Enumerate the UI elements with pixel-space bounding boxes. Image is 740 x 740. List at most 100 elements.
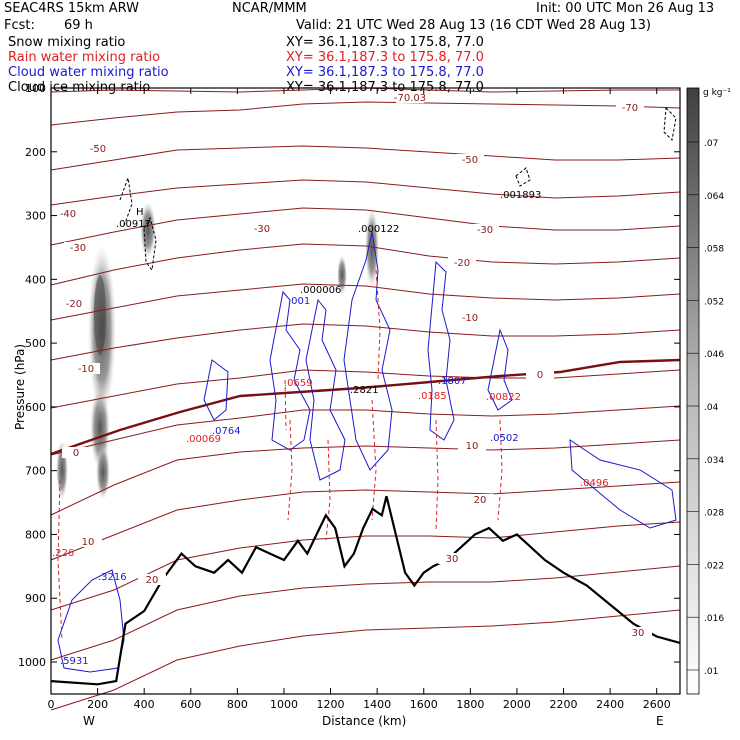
isotherm-6 [50,283,681,321]
isotherm-label-bg-19 [624,627,652,638]
max-annotation-4: .001893 [500,190,541,201]
max-annotation-13: .0659 [284,378,313,389]
max-annotation-8: .5931 [60,656,89,667]
field-name-rain: Rain water mixing ratio [8,50,161,65]
x-tick-label-2: 400 [134,698,155,711]
cloud-water-contour-1 [305,298,346,481]
isotherm-label-bg-2 [84,143,112,154]
isotherm-label-11: -10 [78,364,94,375]
y-tick-label-2: 300 [25,210,46,223]
isotherm-label-7: -30 [70,243,86,254]
y-tick-label-8: 900 [25,592,46,605]
isotherm-label-bg-5 [248,223,276,234]
center-label: NCAR/MMM [232,1,307,16]
max-annotation-12: .00069 [186,434,221,445]
x-tick-label-11: 2200 [550,698,578,711]
colorbar-label-2: .022 [704,561,724,571]
cloud-water-contour-2 [343,231,393,471]
x-tick-label-5: 1000 [270,698,298,711]
cloud-water-contour-5 [203,359,229,421]
isotherm-label-bg-17 [138,574,166,585]
isotherm-label-bg-8 [448,257,476,268]
x-tick-label-13: 2600 [643,698,671,711]
max-annotation-2: .000122 [358,224,399,235]
colorbar-label-7: .052 [704,297,724,307]
isotherm-label-bg-14 [458,440,486,451]
y-axis-label: Pressure (hPa) [13,343,27,431]
isotherm-label-15: 10 [82,537,95,548]
field-xy-rain: XY= 36.1,187.3 to 175.8, 77.0 [286,50,484,65]
isotherm-5 [50,243,681,286]
cloud-ice-contour-3 [515,167,531,187]
x-end-right: E [656,714,664,728]
isotherm-label-14: 10 [466,441,479,452]
max-annotation-0: H [136,207,144,218]
isotherm-label-4: -40 [60,209,76,220]
snow-core [94,275,106,355]
colorbar-label-9: .064 [704,192,724,202]
rain-water-contour-1 [325,439,331,541]
colorbar [686,87,700,695]
isotherm-13 [50,565,681,661]
rain-water-contour-5 [57,479,63,641]
isotherm-label-bg-9 [60,298,88,309]
isotherm-label-bg-16 [466,494,494,505]
max-annotation-16: .0496 [580,478,609,489]
field-name-snow: Snow mixing ratio [8,35,126,50]
max-annotation-1: .00917 [116,219,151,230]
isotherm-3 [50,179,681,206]
max-annotation-9: .1807 [438,376,467,387]
model-title: SEAC4RS 15km ARW [4,1,140,16]
colorbar-unit: g kg⁻¹ [703,88,731,98]
isotherm-14 [50,609,681,711]
y-tick-label-3: 400 [25,273,46,286]
colorbar-label-8: .058 [704,245,724,255]
y-tick-label-0: 100 [25,82,46,95]
cloud-water-contour-7 [57,569,125,673]
x-tick-label-7: 1400 [363,698,391,711]
x-tick-label-6: 1200 [317,698,345,711]
isotherm-7 [50,323,681,361]
isotherm-label-bg-15 [74,536,102,547]
cloud-water-contour-6 [569,439,677,529]
isotherm-label-6: -30 [477,225,493,236]
rain-water-contour-0 [287,419,293,521]
max-annotation-5: .001 [288,296,310,307]
freezing-level [50,358,681,456]
max-annotation-15: .00822 [486,392,521,403]
cloud-ice-contour-0 [119,177,133,227]
field-xy-cloud-water: XY= 36.1,187.3 to 175.8, 77.0 [286,65,484,80]
rain-water-contour-3 [435,419,439,531]
fcst-value: 69 h [64,18,93,33]
isotherm-label-19: 30 [632,628,645,639]
field-name-cloud-water: Cloud water mixing ratio [8,65,169,80]
isotherm-label-18: 30 [446,554,459,565]
max-annotation-17: .226 [52,548,74,559]
snow-shading-5 [140,202,156,258]
isotherm-label-17: 20 [146,575,159,586]
isotherm-1 [50,101,681,126]
terrain-profile [50,495,681,686]
isotherm-label-bg-18 [438,553,466,564]
isotherm-label-bg-10 [456,312,484,323]
isotherm-label-bg-12 [526,369,554,380]
isotherm-label-bg-1 [616,102,644,113]
x-tick-label-0: 0 [48,698,55,711]
isotherm-label-0: -70.03 [394,93,426,104]
snow-shading-6 [365,208,379,288]
y-tick-label-6: 700 [25,465,46,478]
rain-water-contour-4 [497,419,503,521]
cloud-water-contour-3 [427,260,455,441]
fcst-label: Fcst: [4,18,35,33]
cloud-ice-contour-2 [663,106,677,142]
colorbar-label-3: .028 [704,509,724,519]
colorbar-label-5: .04 [704,403,719,413]
x-end-left: W [83,714,95,728]
isotherm-label-bg-7 [64,242,92,253]
isotherm-10 [50,439,681,516]
rain-water-contour-6 [375,269,381,381]
isotherm-9 [50,405,681,456]
y-tick-label-5: 600 [25,401,46,414]
max-annotation-7: .3216 [98,572,127,583]
